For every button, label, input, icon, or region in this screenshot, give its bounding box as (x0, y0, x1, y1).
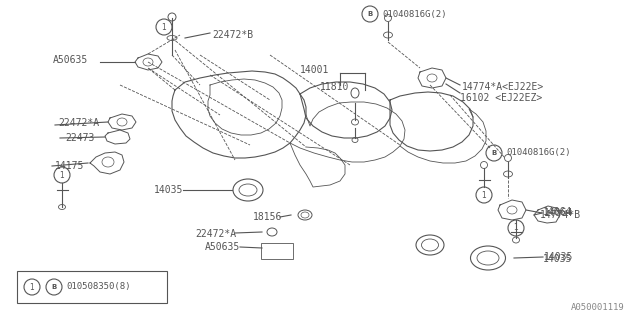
Text: 1: 1 (29, 283, 35, 292)
Text: B: B (367, 11, 372, 17)
Text: A050001119: A050001119 (572, 303, 625, 312)
Text: 18156: 18156 (253, 212, 282, 222)
Text: 14035: 14035 (154, 185, 183, 195)
Text: 1: 1 (514, 223, 518, 233)
Text: 14175: 14175 (55, 161, 84, 171)
Text: 14774*B: 14774*B (540, 210, 581, 220)
Text: 1: 1 (482, 190, 486, 199)
Text: 11810: 11810 (320, 82, 349, 92)
Text: 22472*A: 22472*A (195, 229, 236, 239)
Text: 01040816G(2): 01040816G(2) (506, 148, 570, 157)
Text: 22473: 22473 (65, 133, 94, 143)
Text: 14035: 14035 (543, 254, 572, 264)
Text: A50635: A50635 (53, 55, 88, 65)
Text: 14064: 14064 (543, 207, 572, 217)
Text: 1: 1 (60, 171, 65, 180)
Text: 01040816G(2): 01040816G(2) (382, 10, 447, 19)
Text: 22472*A: 22472*A (58, 118, 99, 128)
Text: 14774*A<EJ22E>: 14774*A<EJ22E> (462, 82, 544, 92)
Text: B: B (51, 284, 56, 290)
Text: 14035: 14035 (544, 252, 573, 262)
Text: 010508350(8): 010508350(8) (66, 283, 131, 292)
Text: 14064: 14064 (544, 208, 573, 218)
Text: A50635: A50635 (205, 242, 240, 252)
Text: B: B (492, 150, 497, 156)
Text: 1: 1 (162, 22, 166, 31)
Text: 22472*B: 22472*B (212, 30, 253, 40)
Text: 16102 <EJ22EZ>: 16102 <EJ22EZ> (460, 93, 542, 103)
Text: 14001: 14001 (300, 65, 330, 75)
